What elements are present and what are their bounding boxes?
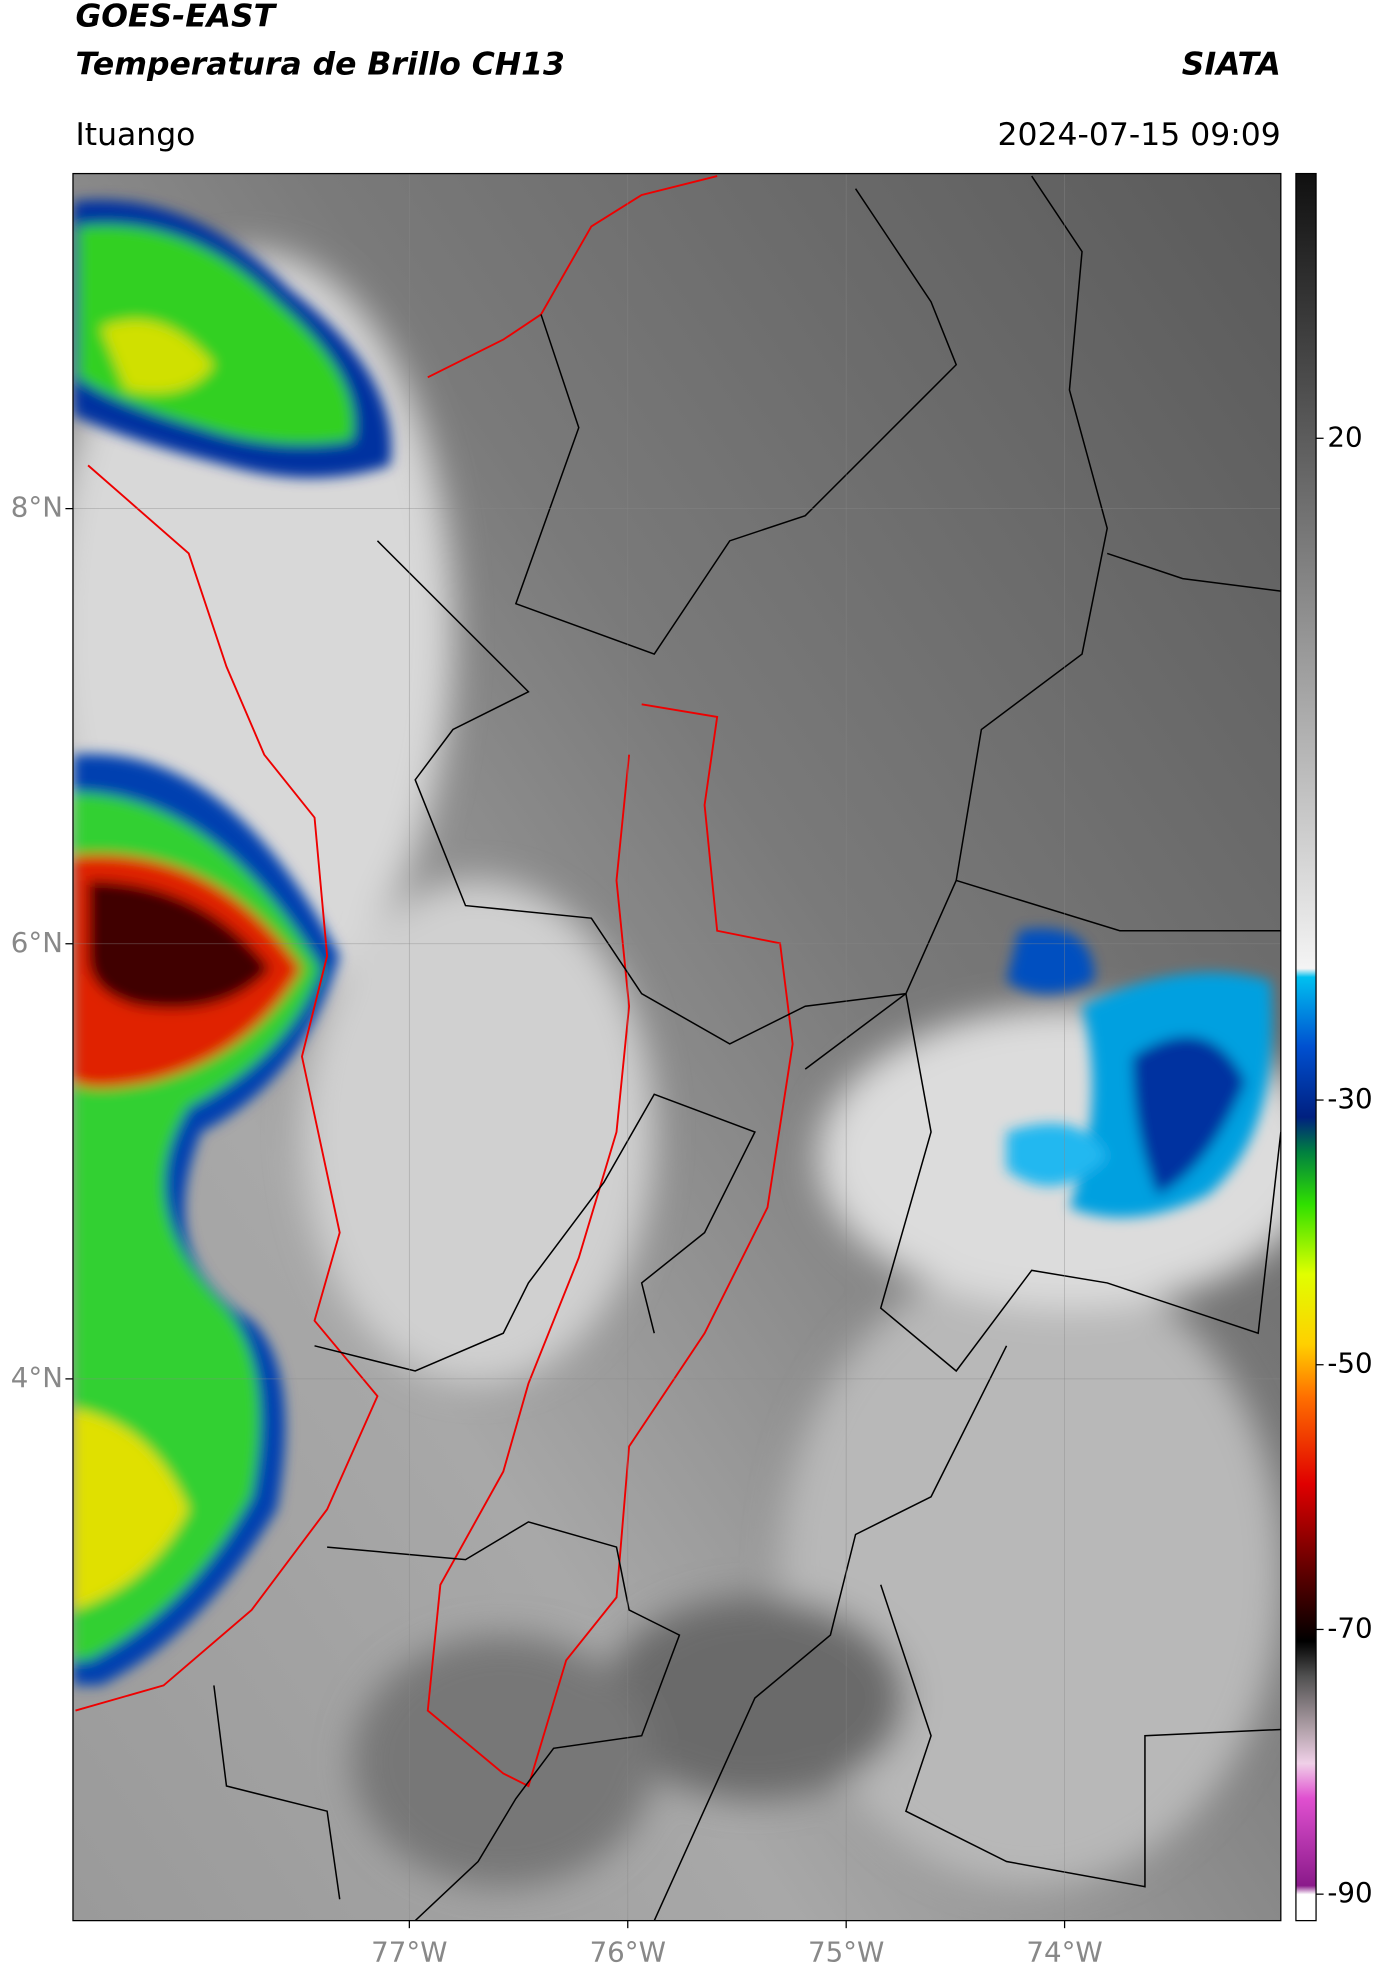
colorbar-tick-label: -30	[1327, 1082, 1372, 1115]
colorbar-tick-label: 20	[1327, 420, 1362, 453]
x-tick-label: 75°W	[808, 1935, 884, 1968]
region: Ituango	[75, 117, 195, 153]
map-frame	[72, 172, 1282, 1922]
y-tick-label: 6°N	[11, 926, 63, 959]
x-tick-label: 76°W	[590, 1935, 666, 1968]
datetime: 2024-07-15 09:09	[997, 117, 1280, 153]
map-axes: 77°W 76°W 75°W 74°W 8°N 6°N 4°N 20 -30 -50 -70 -90	[11, 173, 1373, 1968]
source: SIATA	[1182, 46, 1281, 82]
colorbar-tick-label: -90	[1327, 1876, 1372, 1909]
y-tick-label: 8°N	[11, 491, 63, 524]
x-tick-label: 77°W	[371, 1935, 447, 1968]
x-tick-label: 74°W	[1026, 1935, 1102, 1968]
subtitle: Temperatura de Brillo CH13	[75, 46, 564, 82]
title: GOES-EAST	[75, 0, 277, 35]
colorbar	[1295, 172, 1317, 1922]
y-tick-label: 4°N	[11, 1361, 63, 1394]
colorbar-tick-label: -70	[1327, 1611, 1372, 1644]
satellite-image	[72, 173, 1281, 1921]
colorbar-tick-label: -50	[1327, 1347, 1372, 1380]
